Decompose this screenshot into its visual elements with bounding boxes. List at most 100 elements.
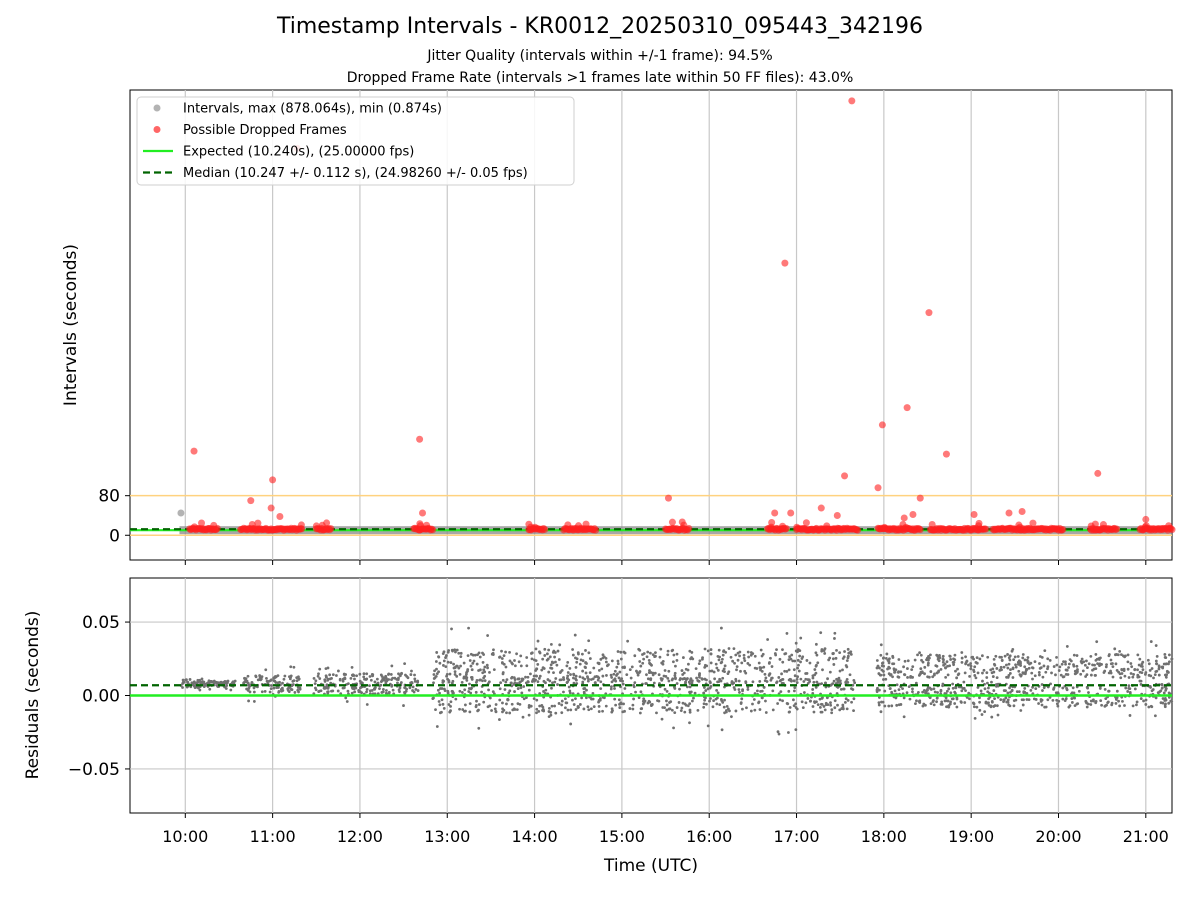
residual-point — [1046, 657, 1050, 661]
residual-point — [1055, 663, 1059, 667]
residual-point — [990, 700, 994, 704]
residual-point — [702, 702, 706, 706]
residual-point — [475, 679, 479, 682]
residual-point — [402, 704, 405, 707]
dropped-frame-point — [982, 525, 990, 533]
residual-point — [566, 708, 570, 712]
residual-point — [362, 672, 366, 676]
dropped-frame-point — [970, 510, 978, 518]
residual-point — [349, 676, 353, 680]
residual-point — [1040, 698, 1044, 702]
residual-point — [973, 674, 977, 677]
residual-point — [1104, 665, 1108, 669]
x-tick-label: 21:00 — [1123, 827, 1169, 846]
residual-point — [787, 731, 790, 734]
residual-point — [409, 673, 413, 676]
residual-point — [884, 677, 888, 681]
residual-point — [537, 709, 541, 713]
residual-point — [1041, 675, 1045, 679]
residual-point — [540, 704, 544, 707]
residual-point — [473, 653, 477, 657]
residual-point — [764, 676, 768, 680]
residual-point — [610, 676, 614, 679]
residual-point — [850, 700, 853, 704]
residual-point — [546, 678, 550, 681]
residual-point — [547, 670, 551, 674]
residual-point — [413, 673, 416, 677]
residual-point — [770, 676, 774, 680]
residual-point — [344, 696, 348, 700]
residual-point — [375, 677, 379, 681]
residual-point — [759, 689, 762, 693]
residual-point — [931, 675, 935, 679]
residual-point — [1149, 640, 1153, 643]
residual-point — [924, 691, 928, 695]
residual-point — [749, 709, 753, 713]
residual-point — [597, 704, 601, 708]
residual-point — [563, 697, 567, 701]
residual-point — [408, 686, 412, 690]
residual-point — [1019, 664, 1023, 667]
residual-point — [597, 661, 601, 665]
residual-point — [776, 730, 780, 734]
residual-point — [536, 663, 540, 666]
residual-point — [600, 667, 604, 671]
residual-point — [525, 696, 528, 700]
residual-point — [897, 675, 901, 679]
residual-point — [325, 683, 329, 687]
residual-point — [1040, 655, 1044, 659]
residual-point — [365, 688, 369, 691]
residual-point — [530, 680, 534, 683]
residual-point — [952, 663, 955, 667]
residual-point — [410, 669, 413, 673]
residual-point — [929, 688, 933, 691]
residual-point — [960, 656, 964, 660]
residual-point — [674, 677, 677, 681]
residual-point — [453, 648, 457, 652]
residual-point — [648, 669, 651, 672]
residual-point — [1164, 662, 1168, 666]
residual-point — [885, 652, 889, 656]
residual-point — [604, 660, 608, 664]
residual-point — [186, 680, 190, 684]
residual-point — [529, 704, 533, 708]
residual-point — [963, 701, 967, 704]
residual-point — [1084, 675, 1088, 678]
residual-point — [560, 703, 564, 707]
dropped-frame-point — [247, 497, 255, 505]
residual-point — [991, 667, 995, 671]
residual-point — [660, 661, 664, 665]
residual-point — [482, 700, 486, 704]
residual-point — [1023, 665, 1027, 669]
residual-point — [811, 674, 815, 678]
residual-point — [984, 701, 988, 705]
residual-point — [757, 661, 761, 665]
residual-point — [281, 681, 284, 685]
residual-point — [457, 651, 461, 655]
residual-point — [538, 674, 542, 678]
residual-point — [1037, 670, 1041, 674]
residual-point — [916, 690, 920, 694]
x-tick-label: 14:00 — [512, 827, 558, 846]
residual-point — [1006, 691, 1010, 695]
residual-point — [517, 660, 521, 664]
residual-point — [527, 713, 531, 717]
residual-point — [989, 668, 993, 672]
residual-point — [532, 658, 536, 662]
residual-point — [1135, 700, 1139, 704]
residual-point — [848, 651, 851, 655]
residual-point — [1129, 672, 1133, 675]
residual-point — [569, 673, 572, 676]
residual-point — [995, 667, 999, 670]
residual-point — [675, 706, 679, 709]
residual-point — [715, 702, 719, 706]
residual-point — [1032, 697, 1036, 701]
residual-point — [243, 676, 246, 680]
residual-point — [1058, 665, 1062, 669]
residual-point — [781, 699, 784, 703]
residual-point — [467, 690, 471, 693]
dropped-frame-point — [685, 524, 693, 532]
residual-point — [1048, 658, 1052, 662]
residual-point — [822, 705, 826, 708]
residual-point — [510, 702, 514, 706]
